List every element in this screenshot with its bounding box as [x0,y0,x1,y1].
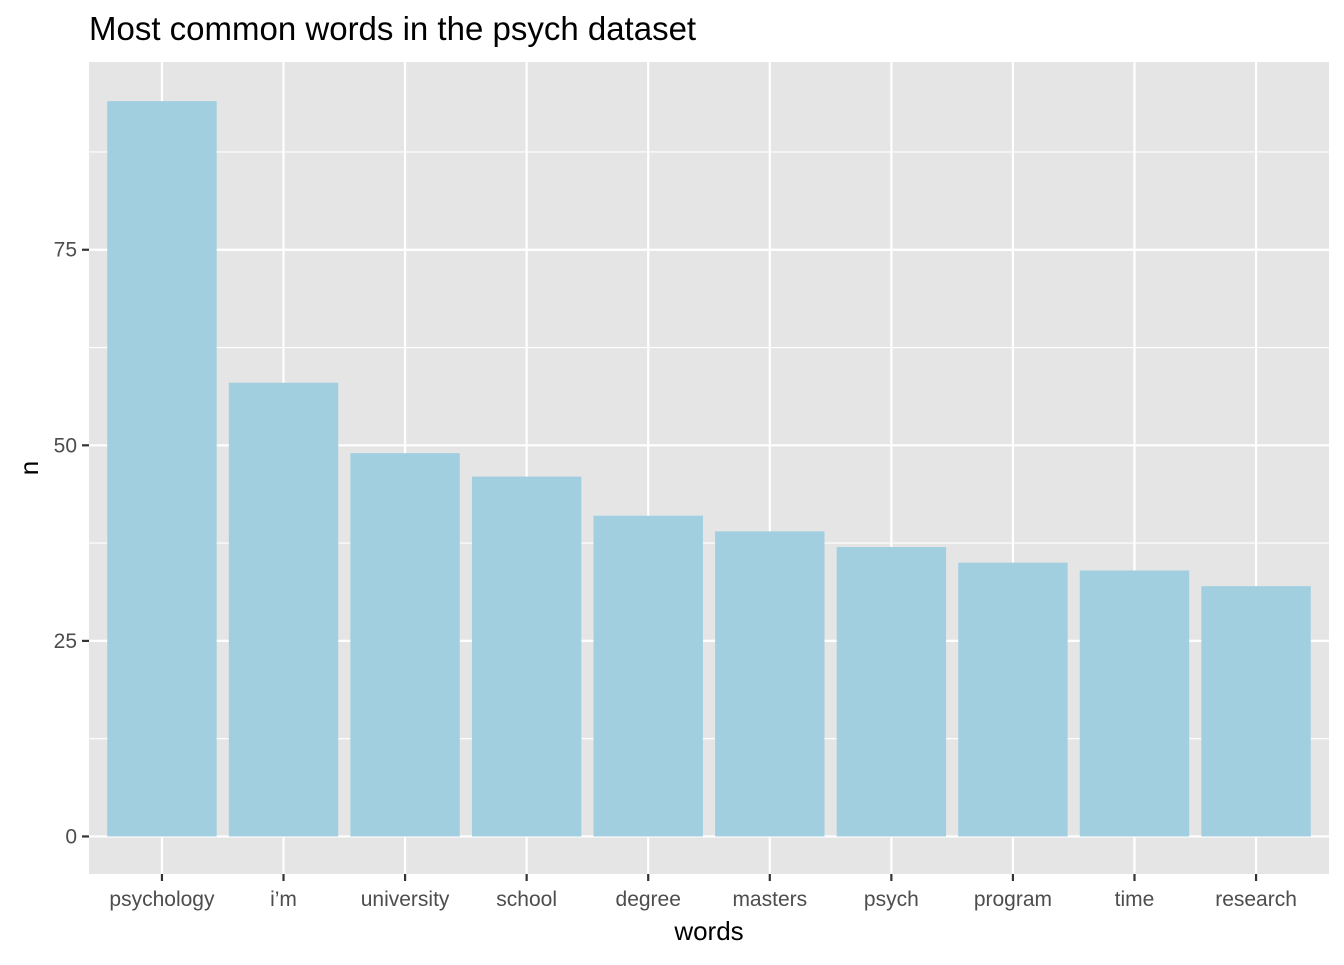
x-tick-label: research [1215,888,1297,911]
y-tick-label: 75 [54,239,77,262]
y-tick-label: 25 [54,630,77,653]
x-tick-label: university [361,888,450,911]
x-tick-label: masters [732,888,807,911]
x-tick-label: time [1115,888,1155,911]
y-tick-label: 0 [65,825,77,848]
bar-2 [350,453,460,837]
bar-6 [836,547,947,837]
bars [107,101,1311,837]
x-axis-title: words [673,916,743,946]
chart-title: Most common words in the psych dataset [89,10,696,47]
bar-3 [471,476,582,837]
y-axis-title: n [14,461,44,475]
y-tick-label: 50 [54,434,77,457]
x-tick-label: psychology [109,888,215,911]
bar-7 [958,562,1068,837]
bar-9 [1201,586,1311,837]
x-tick-label: psych [864,888,919,911]
x-tick-label: i’m [270,888,297,911]
x-tick-label: program [974,888,1052,911]
y-axis: 0 25 50 75 [54,239,89,848]
bar-0 [107,101,217,837]
x-tick-label: degree [616,888,681,911]
x-axis: psychology i’m university school degree maste… [109,874,1297,911]
bar-5 [715,531,825,837]
bar-1 [228,382,339,837]
bar-8 [1079,570,1190,837]
x-tick-label: school [496,888,557,911]
bar-4 [593,515,703,837]
